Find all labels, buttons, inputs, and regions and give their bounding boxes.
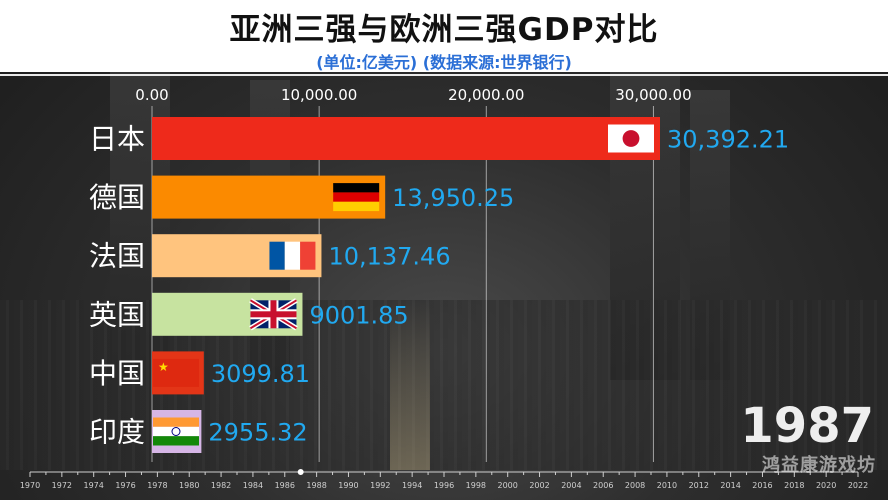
timeline-year-label: 2006 xyxy=(593,481,613,490)
chart-title: 亚洲三强与欧洲三强GDP对比 xyxy=(229,12,659,48)
watermark: 鸿益康游戏坊 xyxy=(762,455,876,476)
timeline-year-label: 1994 xyxy=(402,481,422,490)
japan-flag-icon xyxy=(608,124,654,153)
timeline-marker xyxy=(297,469,304,475)
value-label: 2955.32 xyxy=(208,419,307,447)
timeline-year-label: 1986 xyxy=(275,481,295,490)
category-label: 日本 xyxy=(89,123,145,156)
x-tick-label: 20,000.00 xyxy=(448,86,524,104)
timeline-year-label: 2002 xyxy=(529,481,549,490)
uk-flag-icon xyxy=(249,298,298,331)
value-label: 30,392.21 xyxy=(667,126,789,154)
title-band xyxy=(0,0,888,72)
timeline-year-label: 1976 xyxy=(115,481,135,490)
timeline-year-label: 1980 xyxy=(179,481,199,490)
timeline-year-label: 1982 xyxy=(211,481,231,490)
svg-text:★: ★ xyxy=(158,360,169,374)
timeline-year-label: 1990 xyxy=(338,481,358,490)
x-tick-label: 10,000.00 xyxy=(281,86,357,104)
timeline-year-label: 2004 xyxy=(561,481,581,490)
chart-subtitle: (单位:亿美元) (数据来源:世界银行) xyxy=(316,53,572,72)
timeline-year-label: 1974 xyxy=(84,481,104,490)
timeline-year-label: 1970 xyxy=(20,481,40,490)
background-road xyxy=(390,300,430,470)
china-flag-icon: ★ xyxy=(153,358,199,387)
category-label: 德国 xyxy=(89,181,145,214)
timeline-year-label: 2020 xyxy=(816,481,836,490)
timeline-year-label: 1988 xyxy=(306,481,326,490)
timeline-year-label: 2016 xyxy=(752,481,772,490)
germany-flag-icon xyxy=(333,183,380,212)
value-label: 13,950.25 xyxy=(392,184,514,212)
timeline-year-label: 2000 xyxy=(498,481,518,490)
timeline-year-label: 1972 xyxy=(52,481,72,490)
timeline-year-label: 1992 xyxy=(370,481,390,490)
timeline-year-label: 2010 xyxy=(657,481,677,490)
value-label: 3099.81 xyxy=(211,360,310,388)
timeline-year-label: 1998 xyxy=(466,481,486,490)
value-label: 9001.85 xyxy=(309,301,408,329)
france-flag-icon xyxy=(269,241,316,270)
india-flag-icon xyxy=(153,417,199,446)
bar xyxy=(152,117,660,160)
x-tick-label: 0.00 xyxy=(135,86,168,104)
value-label: 10,137.46 xyxy=(328,243,450,271)
timeline-year-label: 2022 xyxy=(848,481,868,490)
timeline-year-label: 1978 xyxy=(147,481,167,490)
timeline-year-label: 1996 xyxy=(434,481,454,490)
timeline-year-label: 2008 xyxy=(625,481,645,490)
timeline-year-label: 2012 xyxy=(689,481,709,490)
timeline-year-label: 2018 xyxy=(784,481,804,490)
category-label: 英国 xyxy=(89,298,145,331)
header-divider xyxy=(0,74,888,76)
x-tick-label: 30,000.00 xyxy=(615,86,691,104)
timeline-year-label: 1984 xyxy=(243,481,263,490)
background-city xyxy=(0,300,888,470)
category-label: 中国 xyxy=(89,357,145,390)
current-year: 1987 xyxy=(740,398,874,454)
timeline-year-label: 2014 xyxy=(720,481,740,490)
category-label: 印度 xyxy=(89,416,145,449)
category-label: 法国 xyxy=(89,240,145,273)
